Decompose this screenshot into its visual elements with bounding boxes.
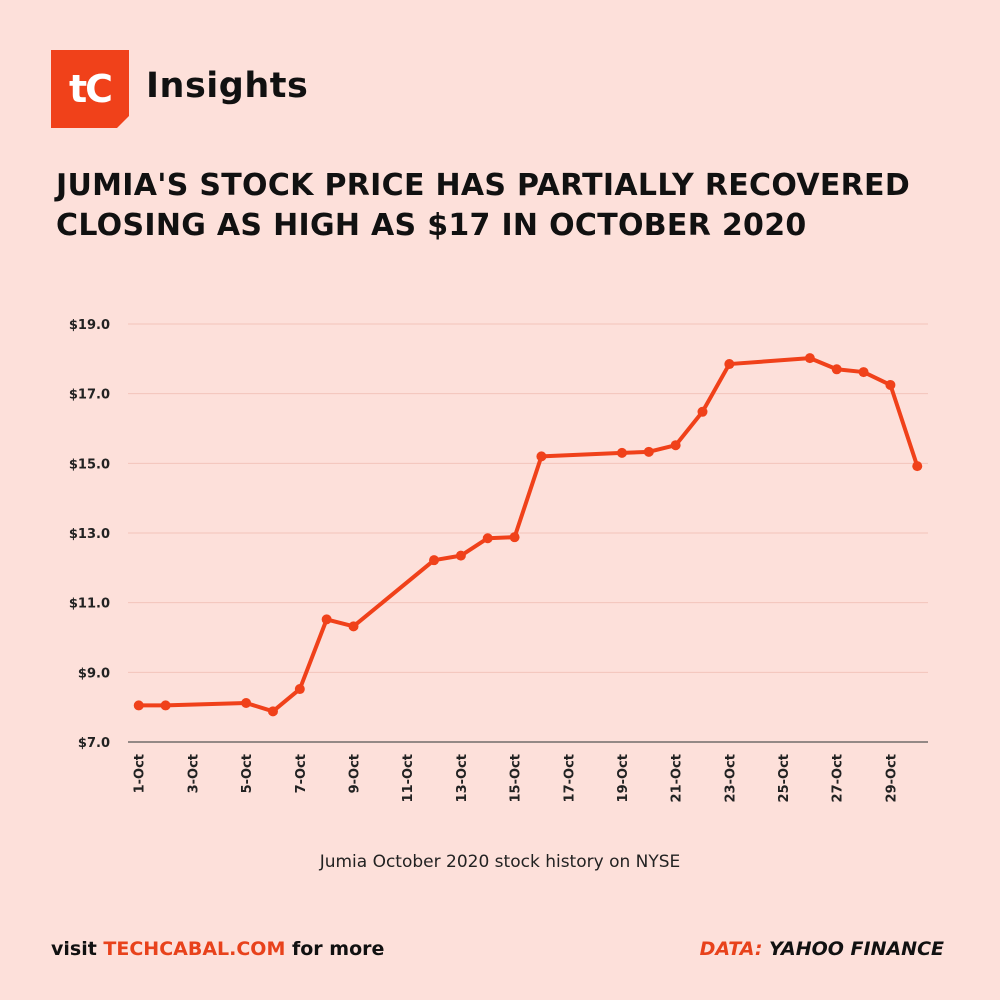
data-point [912, 461, 923, 472]
logo-text: tC [69, 67, 111, 111]
x-tick-label: 3-Oct [186, 754, 201, 793]
x-tick-label: 15-Oct [509, 754, 524, 802]
x-tick-label: 13-Oct [455, 754, 470, 802]
series-line [136, 356, 920, 714]
title-line-2: CLOSING AS HIGH AS $17 IN OCTOBER 2020 [56, 208, 807, 243]
title-line-1: JUMIA'S STOCK PRICE HAS PARTIALLY RECOVE… [56, 168, 911, 203]
data-point [241, 697, 252, 708]
data-point [321, 614, 332, 625]
x-tick-label: 19-Oct [616, 754, 631, 802]
x-axis: 1-Oct 3-Oct 5-Oct 7-Oct 9-Oct 11-Oct 13-Oct 15-… [128, 741, 928, 802]
series [133, 353, 923, 717]
x-tick-label: 27-Oct [831, 754, 846, 802]
x-tick-label: 1-Oct [133, 754, 148, 793]
data-point [160, 700, 171, 711]
y-tick-label: $13.0 [69, 527, 110, 542]
data-point [536, 451, 547, 462]
data-point [429, 555, 440, 566]
data-point [697, 406, 708, 417]
data-point [724, 359, 735, 370]
footer-prefix: visit [51, 938, 104, 960]
source-name: YAHOO FINANCE [762, 938, 944, 960]
x-tick-label: 29-Oct [884, 754, 899, 802]
x-tick-label: 23-Oct [723, 754, 738, 802]
x-tick-label: 7-Oct [294, 754, 309, 793]
y-tick-label: $11.0 [69, 597, 110, 612]
footer-visit: visit TECHCABAL.COM for more [51, 938, 384, 960]
data-point [455, 550, 466, 561]
x-tick-label: 21-Oct [670, 754, 685, 802]
techcabal-logo: tC [51, 50, 129, 128]
y-tick-label: $17.0 [69, 388, 110, 403]
y-tick-label: $19.0 [69, 318, 110, 333]
x-tick-label: 9-Oct [348, 754, 363, 793]
data-point [831, 364, 842, 375]
x-tick-label: 17-Oct [562, 754, 577, 802]
data-point [670, 440, 681, 451]
y-tick-label: $9.0 [78, 666, 110, 681]
data-point [858, 367, 869, 378]
grid-lines [128, 323, 928, 673]
data-point [509, 532, 520, 543]
source-label: DATA: [699, 938, 763, 960]
data-point [348, 621, 359, 632]
x-tick-label: 5-Oct [240, 754, 255, 793]
footer-source: DATA: YAHOO FINANCE [700, 938, 944, 960]
data-point [643, 446, 654, 457]
y-axis: $7.0 $9.0 $11.0 $13.0 $15.0 $17.0 $19.0 [69, 318, 110, 751]
brand-name: Insights [146, 66, 309, 106]
stock-line-chart: $7.0 $9.0 $11.0 $13.0 $15.0 $17.0 $19.0 1-Oct 3… [69, 318, 928, 802]
x-tick-label: 11-Oct [401, 754, 416, 802]
data-point [616, 447, 627, 458]
data-point [133, 700, 144, 711]
data-point [804, 353, 815, 364]
y-tick-label: $15.0 [69, 457, 110, 472]
x-tick-label: 25-Oct [777, 754, 792, 802]
footer-suffix: for more [285, 938, 385, 960]
data-point [294, 684, 305, 695]
y-tick-label: $7.0 [78, 736, 110, 751]
data-point [482, 533, 493, 544]
data-point [885, 379, 896, 390]
data-point [267, 706, 278, 717]
footer-site-link[interactable]: TECHCABAL.COM [103, 938, 286, 960]
chart-title: JUMIA'S STOCK PRICE HAS PARTIALLY RECOVE… [56, 166, 956, 246]
chart-caption: Jumia October 2020 stock history on NYSE [319, 852, 681, 872]
